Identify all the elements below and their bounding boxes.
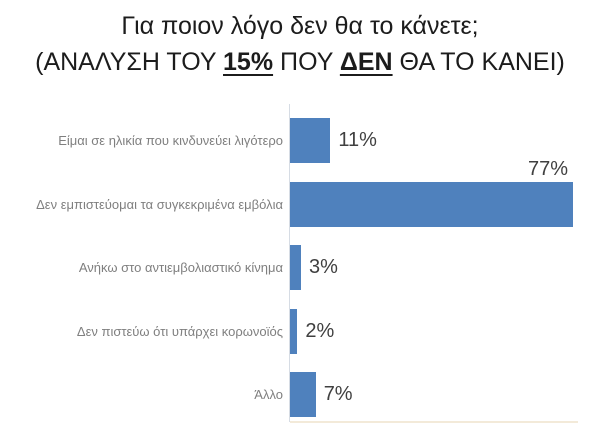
chart-title: Για ποιον λόγο δεν θα το κάνετε; (ΑΝΑΛΥΣ…	[0, 8, 600, 80]
category-label: Είμαι σε ηλικία που κινδυνεύει λιγότερο	[58, 133, 283, 148]
category-label: Δεν εμπιστεύομαι τα συγκεκριμένα εμβόλια	[36, 197, 283, 212]
category-axis-line	[289, 104, 290, 422]
value-label: 77%	[527, 157, 568, 180]
title-line2-suffix: ΘΑ ΤΟ ΚΑΝΕΙ)	[392, 48, 565, 76]
value-label: 3%	[309, 256, 338, 278]
value-label: 2%	[305, 320, 335, 342]
chart-title-line1: Για ποιον λόγο δεν θα το κάνετε;	[121, 12, 479, 40]
title-emphasis-den: ΔΕΝ	[339, 48, 393, 76]
value-label: 11%	[338, 129, 377, 151]
bar-3	[290, 309, 298, 354]
category-label: Άλλο	[254, 387, 283, 402]
value-label: 7%	[323, 383, 353, 405]
title-line2-mid: ΠΟΥ	[273, 48, 340, 76]
chart-title-line2: (ΑΝΑΛΥΣΗ ΤΟΥ 15% ΠΟΥ ΔΕΝ ΘΑ ΤΟ ΚΑΝΕΙ)	[0, 44, 600, 80]
category-label: Ανήκω στο αντιεμβολιαστικό κίνημα	[78, 260, 283, 275]
bar-4	[290, 372, 316, 417]
bar-0	[290, 118, 331, 163]
title-line2-prefix: (ΑΝΑΛΥΣΗ ΤΟΥ	[35, 48, 224, 76]
bar-2	[290, 245, 301, 290]
baseline-faint-line	[290, 421, 578, 423]
category-label: Δεν πιστεύω ότι υπάρχει κορωνοϊός	[76, 324, 283, 339]
bar-1	[290, 182, 573, 227]
title-emphasis-15pct: 15%	[223, 48, 274, 76]
